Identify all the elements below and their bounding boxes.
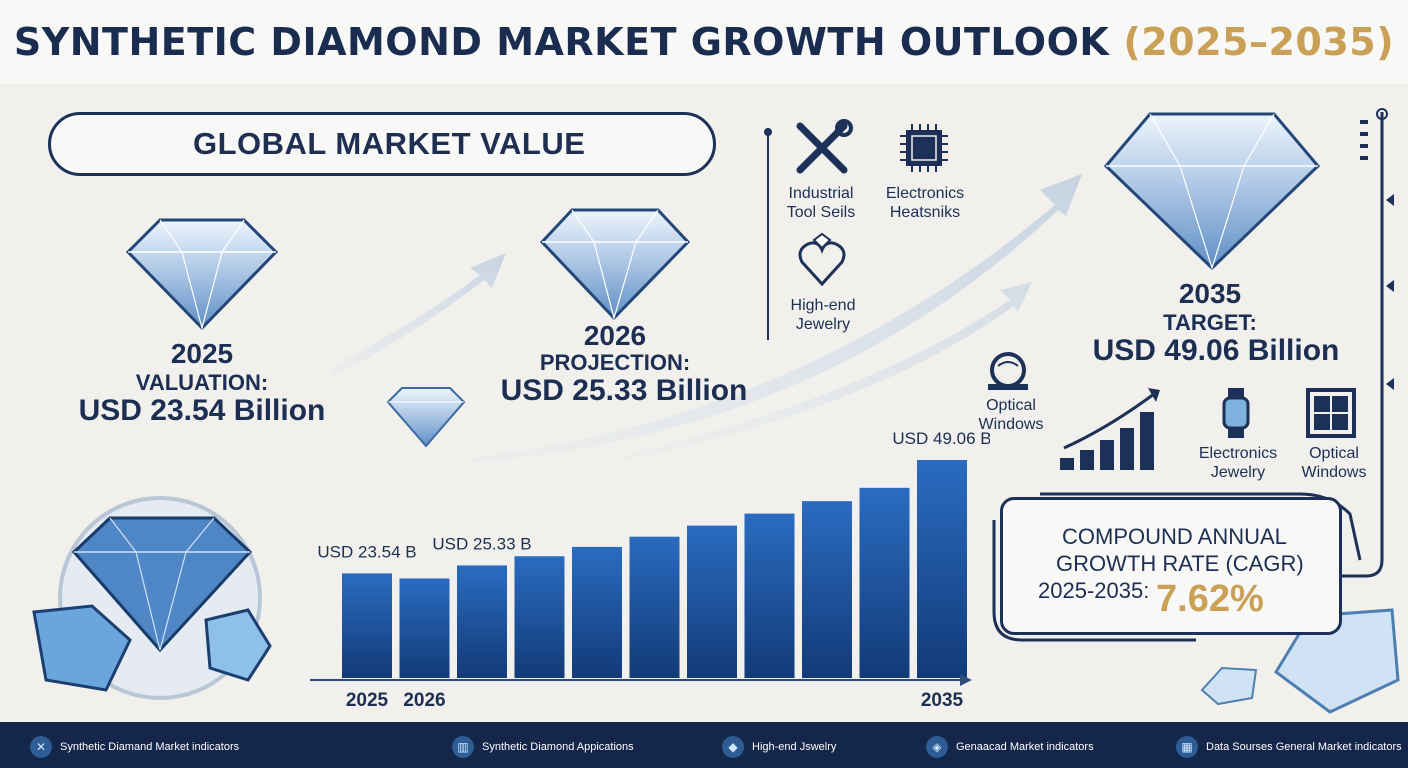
cagr-title-line1: COMPOUND ANNUAL (1062, 524, 1287, 549)
columns-icon: ▥ (452, 736, 474, 758)
grid-icon: ▦ (1176, 736, 1198, 758)
bar-9 (859, 487, 910, 678)
cagr-title-line2: GROWTH RATE (CAGR) (1056, 551, 1304, 576)
growth-arrow-small (330, 253, 506, 376)
year-2026-label: 2026 (583, 320, 647, 351)
footer-item-data-sources[interactable]: ▦ Data Sourses General Market indicators (1176, 736, 1402, 758)
diamond-icon: ◆ (722, 736, 744, 758)
cagr-value: 7.62% (1156, 578, 1264, 620)
valuation-value: USD 23.54 Billion (78, 394, 326, 427)
tools-icon: ✕ (30, 736, 52, 758)
app-label-electronics-jewelry: Electronics Jewelry (1198, 445, 1278, 481)
window-grid-icon (1306, 388, 1356, 438)
diamond-large-icon (71, 516, 253, 653)
bar-0 (342, 573, 392, 678)
footer-item-label: Synthetic Diamond Appications (482, 741, 634, 753)
footer-item-label: Genaacad Market indicators (956, 741, 1094, 753)
target-value: USD 49.06 Billion (1092, 334, 1340, 367)
diamond-2025-icon (125, 218, 279, 331)
projection-value: USD 25.33 Billion (500, 374, 748, 407)
bar-4 (572, 546, 622, 678)
decoration-layer (32, 108, 1400, 714)
diamond-small-icon (386, 387, 466, 448)
data-label: USD 49.06 B (892, 429, 990, 448)
footer-item-market-indicators[interactable]: ✕ Synthetic Diamand Market indicators (30, 736, 239, 758)
x-tick-label: 2025 (346, 690, 389, 711)
bar-6 (687, 525, 737, 678)
valuation-label: VALUATION: (135, 370, 269, 395)
page-title: SYNTHETIC DIAMOND MARKET GROWTH OUTLOOK … (0, 0, 1408, 84)
bar-3 (514, 556, 565, 678)
footer-item-label: Data Sourses General Market indicators (1206, 741, 1402, 753)
app-label-tools: Industrial Tool Seils (786, 185, 856, 221)
year-2025-label: 2025 (170, 338, 234, 369)
app-label-heatsinks: Electronics Heatsniks (885, 185, 965, 221)
bar-1 (399, 578, 450, 678)
diamond-shard-left-icon (32, 604, 132, 692)
footer-item-label: Synthetic Diamand Market indicators (60, 741, 240, 753)
cagr-box (1000, 497, 1342, 635)
bar-10 (917, 460, 967, 678)
global-market-value-pill: GLOBAL MARKET VALUE (48, 112, 716, 176)
bar-5 (629, 536, 680, 678)
bar-7 (744, 513, 795, 678)
footer-item-applications[interactable]: ▥ Synthetic Diamond Appications (452, 736, 634, 758)
x-tick-label: 2026 (403, 690, 445, 711)
diamond-2035-icon (1103, 112, 1321, 271)
bar-8 (802, 501, 852, 678)
cagr-period: 2025-2035: (1038, 578, 1150, 603)
chip-icon (900, 124, 948, 172)
x-axis-arrow (960, 674, 972, 686)
app-label-jewelry: High-end Jewelry (790, 297, 856, 333)
bar-2 (457, 565, 507, 678)
app-label-optical-1: Optical Windows (978, 397, 1044, 433)
right-connector-line (1342, 112, 1384, 578)
projection-label: PROJECTION: (539, 350, 691, 375)
diamond-shard-right-icon (204, 608, 272, 682)
footer-item-jewelry[interactable]: ◆ High-end Jswelry (722, 736, 836, 758)
target-label: TARGET: (1163, 310, 1257, 335)
title-text: SYNTHETIC DIAMOND MARKET GROWTH OUTLOOK (13, 20, 1110, 64)
watch-diamond-icon (1222, 388, 1250, 438)
footer-bar (0, 722, 1408, 768)
wrench-screwdriver-icon (796, 119, 853, 174)
growth-bars-icon (1060, 388, 1160, 470)
gem-icon: ◈ (926, 736, 948, 758)
data-label: USD 23.54 B (317, 542, 416, 561)
title-years: (2025–2035) (1123, 20, 1395, 64)
footer-item-general-indicators[interactable]: ◈ Genaacad Market indicators (926, 736, 1094, 758)
data-label: USD 25.33 B (432, 534, 531, 553)
optical-window-icon (988, 352, 1028, 390)
x-tick-label: 2035 (921, 690, 964, 711)
ring-heart-icon (798, 232, 846, 287)
bar-chart: 2025 2026 2035 USD 23.54 B USD 25.33 B USD 49… (310, 429, 990, 711)
app-label-optical-2: Optical Windows (1301, 445, 1367, 481)
footer-item-label: High-end Jswelry (752, 741, 837, 753)
year-2035-label: 2035 (1178, 278, 1242, 309)
diamond-bottom-small-icon (1200, 666, 1258, 706)
diamond-2026-icon (539, 208, 691, 321)
